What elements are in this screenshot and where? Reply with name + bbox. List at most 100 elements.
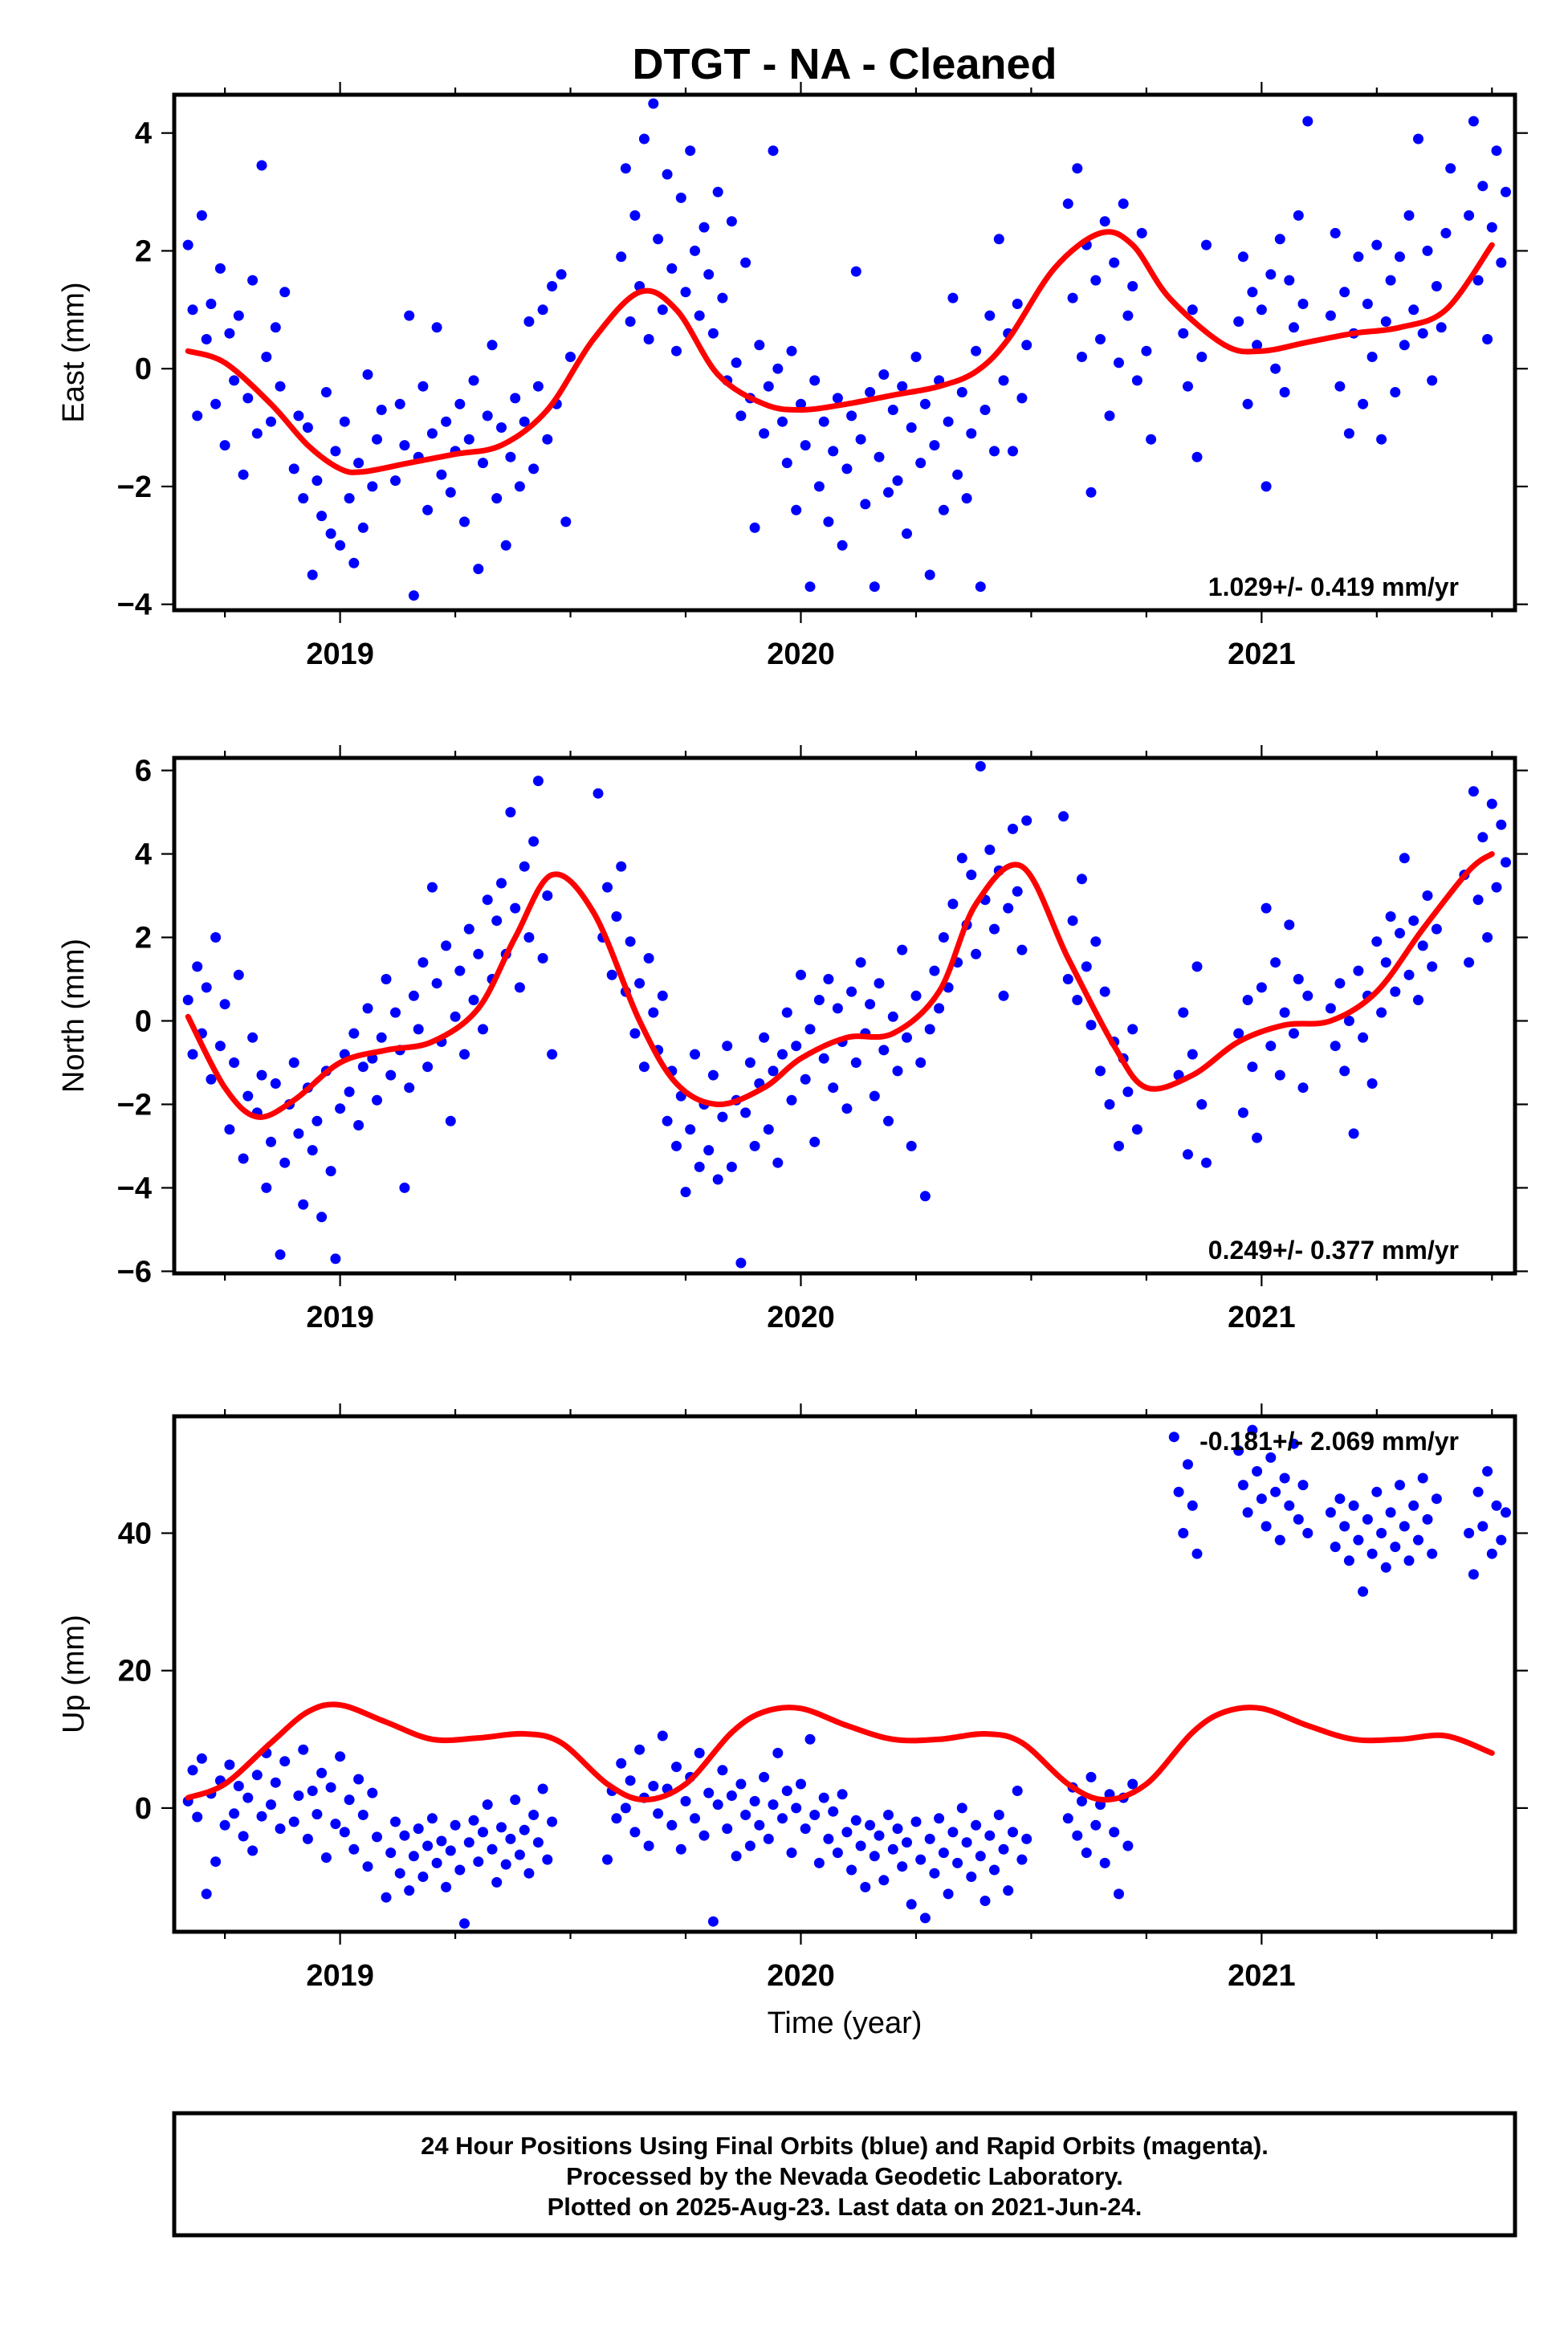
data-point	[952, 1857, 963, 1868]
data-point	[459, 1049, 470, 1060]
data-point	[841, 1103, 853, 1114]
data-point	[1330, 1542, 1341, 1553]
data-point	[320, 1852, 332, 1864]
plot-frame	[172, 92, 1517, 613]
data-point	[542, 890, 553, 901]
data-point	[934, 1813, 945, 1824]
data-point	[634, 1744, 646, 1755]
data-point	[1395, 1480, 1405, 1491]
data-point	[657, 1730, 668, 1741]
data-point	[1183, 381, 1193, 392]
data-point	[192, 961, 203, 972]
data-point	[657, 304, 668, 316]
data-point	[1408, 304, 1419, 316]
data-point	[1279, 1007, 1290, 1018]
data-point	[367, 481, 378, 492]
data-point	[602, 882, 613, 893]
data-point	[1008, 1827, 1018, 1838]
data-point	[298, 493, 309, 504]
data-point	[362, 369, 373, 380]
data-point	[491, 915, 503, 927]
data-point	[777, 416, 788, 427]
data-point	[828, 1082, 839, 1094]
data-point	[532, 776, 544, 787]
data-point	[1376, 434, 1387, 445]
data-point	[897, 381, 908, 392]
data-point	[1366, 1078, 1378, 1089]
data-point	[459, 516, 470, 528]
data-point	[344, 493, 355, 504]
data-point	[413, 1024, 424, 1035]
data-point	[823, 974, 834, 984]
data-point	[855, 434, 866, 445]
data-point	[357, 1810, 369, 1820]
data-point	[224, 328, 235, 339]
data-point	[394, 398, 405, 409]
data-point	[860, 499, 871, 510]
data-point	[975, 581, 986, 593]
data-point	[956, 1802, 967, 1814]
data-point	[707, 1916, 719, 1927]
data-point	[532, 381, 544, 392]
data-point	[302, 422, 313, 433]
data-point	[971, 1819, 982, 1831]
data-point	[1072, 163, 1083, 174]
data-point	[214, 1041, 226, 1052]
data-point	[1302, 990, 1313, 1001]
data-point	[823, 516, 834, 528]
data-point	[1191, 961, 1203, 972]
data-point	[348, 1843, 360, 1855]
data-point	[404, 310, 415, 321]
data-point	[251, 1770, 263, 1781]
data-point	[971, 345, 982, 356]
data-point	[832, 393, 843, 404]
data-point	[279, 1756, 291, 1767]
data-point	[1067, 292, 1078, 303]
data-point	[828, 446, 839, 457]
data-point	[1353, 965, 1364, 976]
data-point	[330, 1253, 341, 1265]
data-point	[1247, 287, 1258, 298]
data-point	[491, 1876, 503, 1888]
data-point	[266, 416, 276, 427]
data-point	[214, 263, 226, 274]
data-point	[344, 1794, 355, 1806]
data-point	[298, 1744, 309, 1755]
data-point	[270, 1078, 281, 1089]
data-point	[1233, 1445, 1244, 1456]
chart-title: DTGT - NA - Cleaned	[632, 40, 1057, 88]
data-point	[408, 590, 419, 601]
data-point	[744, 1057, 755, 1068]
plot-frame	[172, 1414, 1517, 1934]
data-point	[855, 957, 866, 968]
data-point	[1118, 198, 1129, 210]
data-point	[422, 504, 434, 515]
data-point	[993, 1810, 1004, 1820]
fit-curve	[185, 851, 1495, 1120]
data-point	[671, 1140, 682, 1151]
data-point	[768, 1065, 779, 1077]
data-point	[445, 487, 456, 498]
data-point	[288, 1816, 299, 1827]
data-point	[219, 1819, 230, 1831]
data-point	[924, 569, 935, 580]
data-point	[759, 428, 770, 439]
data-point	[514, 481, 525, 492]
data-point	[201, 982, 212, 993]
data-point	[874, 1830, 885, 1841]
data-point	[1127, 281, 1138, 291]
data-point	[653, 1808, 664, 1819]
data-point	[643, 1840, 654, 1851]
data-point	[256, 1069, 267, 1081]
data-point	[1348, 1500, 1359, 1511]
data-point	[1468, 116, 1479, 127]
data-point	[809, 375, 821, 386]
data-point	[947, 898, 959, 910]
data-point	[339, 416, 350, 427]
y-axis-label: North (mm)	[57, 939, 91, 1093]
data-point	[860, 1881, 871, 1892]
data-point	[675, 1843, 686, 1855]
data-point	[1468, 786, 1479, 797]
data-point	[910, 352, 922, 362]
data-point	[431, 322, 442, 333]
